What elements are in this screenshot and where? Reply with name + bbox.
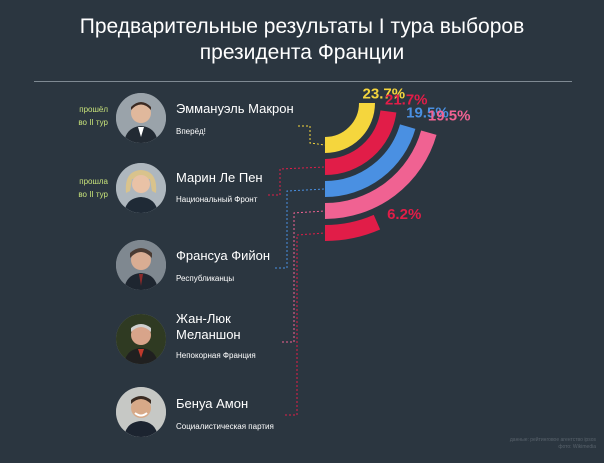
value-label-hamon: 6.2% [387,206,421,223]
candidate-name-macron: Эммануэль Макрон [176,101,294,116]
title-line-1: Предварительные результаты I тура выборо… [79,15,525,38]
credit-line: данные: рейтинговое агентство ipsos [509,437,596,443]
status-line: во II тур [78,118,108,127]
credit-line: фото: Wikimedia [558,444,596,450]
bar-fillon [324,124,416,197]
leader-line-hamon [285,232,326,416]
avatar-hamon [116,387,166,437]
value-label-lepen: 21.7% [385,92,428,109]
avatar-macron [116,93,166,143]
value-label-fillon: 19.5% [406,104,449,121]
leader-line-melenchon [282,210,326,343]
leader-line-lepen [268,166,326,196]
title-divider [34,81,572,82]
title-line-2: президента Франции [199,41,405,64]
party-macron: Вперёд! [176,127,206,136]
name-line: Меланшон [176,327,241,342]
value-label-macron: 23.7% [363,86,406,103]
avatar-lepen [116,163,166,213]
status-macron: прошёл во II тур [62,103,108,129]
chart-title: Предварительные результаты I тура выборо… [0,14,604,66]
value-label-melenchon: 19.5% [428,107,471,124]
source-credit: данные: рейтинговое агентство ipsos фото… [486,437,596,451]
status-line: во II тур [78,190,108,199]
party-lepen: Национальный Фронт [176,195,258,204]
bar-hamon [324,214,381,241]
avatar-fillon [116,240,166,290]
portrait-icon [116,240,166,290]
bar-lepen [324,110,397,175]
bar-macron [324,102,375,153]
bar-melenchon [324,130,437,219]
leader-line-macron [298,125,326,146]
portrait-icon [116,163,166,213]
candidate-name-fillon: Франсуа Фийон [176,248,271,263]
candidate-name-lepen: Марин Ле Пен [176,170,263,185]
party-melenchon: Непокорная Франция [176,351,256,360]
avatar-melenchon [116,314,166,364]
status-lepen: прошла во II тур [62,175,108,201]
portrait-icon [116,93,166,143]
candidate-name-melenchon: Жан-Люк Меланшон [176,311,241,343]
status-line: прошёл [79,105,108,114]
name-line: Жан-Люк [176,311,231,326]
party-hamon: Социалистическая партия [176,422,274,431]
party-fillon: Республиканцы [176,274,235,283]
portrait-icon [116,314,166,364]
candidate-name-hamon: Бенуа Амон [176,396,249,411]
portrait-icon [116,387,166,437]
leader-line-fillon [275,188,326,269]
status-line: прошла [79,177,108,186]
